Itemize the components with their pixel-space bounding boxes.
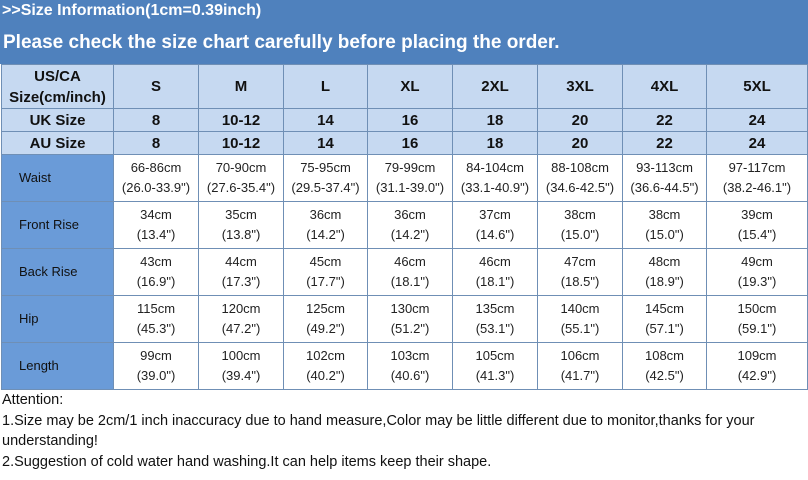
size-value: 20: [537, 108, 623, 132]
size-chart-table: US/CA Size(cm/inch) S M L XL 2XL 3XL 4XL 5XL UK Si…: [1, 64, 808, 390]
measure-cell: 70-90cm (27.6-35.4"): [198, 154, 284, 202]
size-header: 5XL: [706, 64, 808, 109]
measure-cell: 97-117cm (38.2-46.1"): [706, 154, 808, 202]
size-value: 10-12: [198, 131, 284, 155]
measure-cell: 135cm (53.1"): [452, 295, 538, 343]
row-label: AU Size: [1, 131, 114, 155]
size-value: 16: [367, 131, 453, 155]
measure-cell: 47cm (18.5"): [537, 248, 623, 296]
measure-cell: 36cm (14.2"): [367, 201, 453, 249]
measure-cell: 109cm (42.9"): [706, 342, 808, 390]
measure-cell: 103cm (40.6"): [367, 342, 453, 390]
note-heading: Attention:: [2, 392, 64, 408]
measure-cell: 46cm (18.1"): [452, 248, 538, 296]
measure-cell: 99cm (39.0"): [113, 342, 199, 390]
measure-cell: 150cm (59.1"): [706, 295, 808, 343]
header: >>Size Information(1cm=0.39inch) Please …: [0, 0, 808, 64]
measure-cell: 108cm (42.5"): [622, 342, 707, 390]
measure-row: Length 99cm (39.0") 100cm (39.4") 102cm (40.2"…: [1, 342, 808, 390]
measure-cell: 36cm (14.2"): [283, 201, 368, 249]
measure-cell: 38cm (15.0"): [537, 201, 623, 249]
size-value: 10-12: [198, 108, 284, 132]
size-value: 8: [113, 108, 199, 132]
measure-cell: 100cm (39.4"): [198, 342, 284, 390]
measure-cell: 84-104cm (33.1-40.9"): [452, 154, 538, 202]
measure-cell: 49cm (19.3"): [706, 248, 808, 296]
size-header: L: [283, 64, 368, 109]
size-value: 24: [706, 108, 808, 132]
size-value: 8: [113, 131, 199, 155]
measure-cell: 145cm (57.1"): [622, 295, 707, 343]
size-header: 4XL: [622, 64, 707, 109]
size-value: 16: [367, 108, 453, 132]
measure-cell: 130cm (51.2"): [367, 295, 453, 343]
size-value: 22: [622, 131, 707, 155]
measure-cell: 75-95cm (29.5-37.4"): [283, 154, 368, 202]
section-title: >>Size Information(1cm=0.39inch): [2, 2, 262, 19]
note-2: 2.Suggestion of cold water hand washing.…: [2, 453, 492, 470]
size-header: 2XL: [452, 64, 538, 109]
size-header: XL: [367, 64, 453, 109]
size-header: S: [113, 64, 199, 109]
measure-cell: 125cm (49.2"): [283, 295, 368, 343]
size-value: 22: [622, 108, 707, 132]
measure-cell: 140cm (55.1"): [537, 295, 623, 343]
row-label: Front Rise: [1, 201, 114, 249]
measure-cell: 34cm (13.4"): [113, 201, 199, 249]
measure-cell: 88-108cm (34.6-42.5"): [537, 154, 623, 202]
row-label: Length: [1, 342, 114, 390]
subtitle: Please check the size chart carefully be…: [3, 32, 560, 53]
size-value: 24: [706, 131, 808, 155]
row-label: Hip: [1, 295, 114, 343]
measure-cell: 66-86cm (26.0-33.9"): [113, 154, 199, 202]
measure-row: Hip 115cm (45.3") 120cm (47.2") 125cm (49.2") 1…: [1, 295, 808, 343]
measure-cell: 37cm (14.6"): [452, 201, 538, 249]
measure-cell: 35cm (13.8"): [198, 201, 284, 249]
measure-cell: 93-113cm (36.6-44.5"): [622, 154, 707, 202]
notes: Attention: 1.Size may be 2cm/1 inch inac…: [0, 390, 808, 472]
measure-row: Front Rise 34cm (13.4") 35cm (13.8") 36cm (14.…: [1, 201, 808, 249]
measure-row: Back Rise 43cm (16.9") 44cm (17.3") 45cm (17.7…: [1, 248, 808, 296]
measure-cell: 105cm (41.3"): [452, 342, 538, 390]
row-label: Waist: [1, 154, 114, 202]
note-1: 1.Size may be 2cm/1 inch inaccuracy due …: [2, 412, 755, 450]
row-label: Back Rise: [1, 248, 114, 296]
measure-cell: 38cm (15.0"): [622, 201, 707, 249]
measure-cell: 48cm (18.9"): [622, 248, 707, 296]
size-value: 14: [283, 108, 368, 132]
measure-cell: 43cm (16.9"): [113, 248, 199, 296]
measure-row: Waist 66-86cm (26.0-33.9") 70-90cm (27.6-35.…: [1, 154, 808, 202]
size-header-row: US/CA Size(cm/inch) S M L XL 2XL 3XL 4XL 5XL: [1, 64, 808, 109]
measure-cell: 106cm (41.7"): [537, 342, 623, 390]
size-value: 20: [537, 131, 623, 155]
au-size-row: AU Size 8 10-12 14 16 18 20 22 24: [1, 131, 808, 155]
measure-cell: 79-99cm (31.1-39.0"): [367, 154, 453, 202]
measure-cell: 120cm (47.2"): [198, 295, 284, 343]
uk-size-row: UK Size 8 10-12 14 16 18 20 22 24: [1, 108, 808, 132]
size-header: 3XL: [537, 64, 623, 109]
measure-cell: 39cm (15.4"): [706, 201, 808, 249]
size-header: M: [198, 64, 284, 109]
measure-cell: 44cm (17.3"): [198, 248, 284, 296]
row-label: UK Size: [1, 108, 114, 132]
corner-cell: US/CA Size(cm/inch): [1, 64, 114, 109]
measure-cell: 46cm (18.1"): [367, 248, 453, 296]
measure-cell: 102cm (40.2"): [283, 342, 368, 390]
size-value: 18: [452, 131, 538, 155]
size-value: 18: [452, 108, 538, 132]
size-value: 14: [283, 131, 368, 155]
measure-cell: 115cm (45.3"): [113, 295, 199, 343]
measure-cell: 45cm (17.7"): [283, 248, 368, 296]
